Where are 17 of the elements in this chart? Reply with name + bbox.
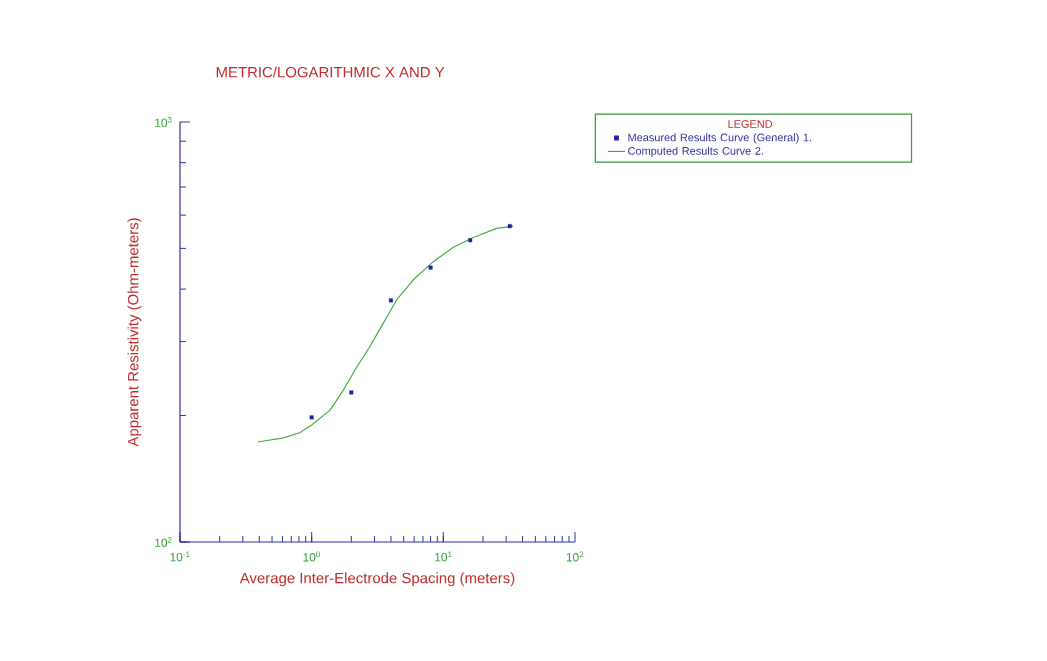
point [388,298,393,303]
x-tick-label: 10$^{2}$ [566,551,584,562]
legend-title: LEGEND [728,120,773,128]
point [428,265,433,270]
y-tick-label: 10$^{3}$ [155,116,172,127]
point [349,390,354,395]
chart-title: METRIC/LOGARITHMIC X AND Y [216,66,445,78]
x-tick-label: 10$^{0}$ [303,551,320,562]
legend-label: Computed Results Curve 2. [628,146,763,157]
point [468,238,473,243]
x-tick-label: 10$^{-1}$ [170,551,190,562]
x-axis-title: Average Inter-Electrode Spacing (meters) [239,572,515,587]
y-axis-title: Apparent Resistivity (Ohm-meters) [127,218,142,447]
x-tick-label: 10$^{1}$ [435,551,452,562]
point [309,415,314,420]
point [507,224,512,229]
legend-label: Measured Results Curve (General) 1. [628,133,812,144]
